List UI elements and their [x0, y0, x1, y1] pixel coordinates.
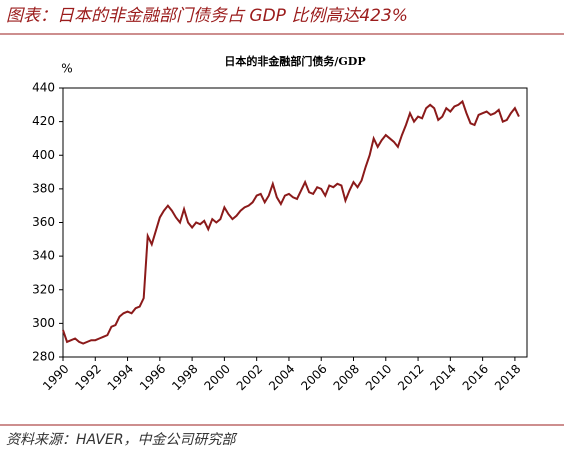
x-tick-label: 2006 [298, 362, 329, 393]
y-axis-label: % [61, 62, 72, 76]
x-tick-label: 1994 [105, 362, 136, 393]
x-tick-label: 2004 [266, 362, 297, 393]
x-tick-label: 2008 [331, 362, 362, 393]
x-tick-label: 2014 [427, 362, 458, 393]
y-tick-label: 380 [32, 181, 55, 195]
x-tick-label: 2018 [492, 362, 523, 393]
x-tick-label: 1992 [72, 362, 103, 393]
x-tick-label: 2016 [460, 362, 491, 393]
y-tick-label: 320 [32, 282, 55, 296]
x-tick-label: 1990 [40, 362, 71, 393]
y-tick-label: 400 [32, 148, 55, 162]
x-tick-label: 1996 [137, 362, 168, 393]
y-tick-label: 280 [32, 350, 55, 364]
x-tick-label: 2000 [201, 362, 232, 393]
y-tick-label: 440 [32, 81, 55, 95]
data-line [62, 99, 520, 345]
chart-title: 日本的非金融部门债务/GDP [224, 54, 365, 68]
y-tick-label: 340 [32, 249, 55, 263]
x-tick-label: 2012 [395, 362, 426, 393]
y-tick-label: 300 [32, 316, 55, 330]
x-tick-label: 2010 [363, 362, 394, 393]
y-tick-label: 360 [32, 215, 55, 229]
header-title: 图表：日本的非金融部门债务占 GDP 比例高达423% [6, 6, 408, 26]
x-tick-label: 2002 [234, 362, 265, 393]
x-tick-label: 1998 [169, 362, 200, 393]
y-tick-label: 420 [32, 114, 55, 128]
plot-frame [62, 87, 528, 358]
source-note: 资料来源：HAVER，中金公司研究部 [6, 432, 238, 448]
